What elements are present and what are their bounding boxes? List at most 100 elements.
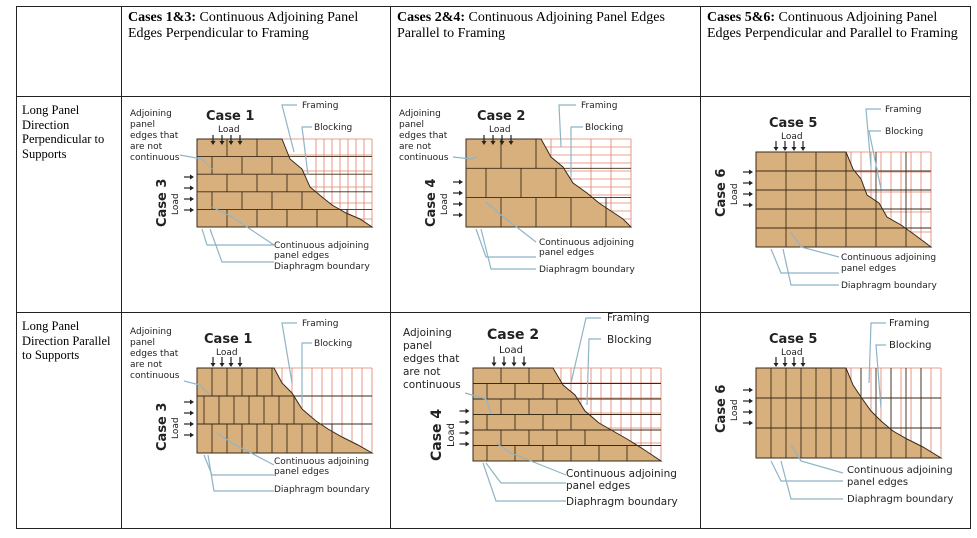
svg-text:edges that: edges that bbox=[130, 131, 179, 141]
sheathing-panels bbox=[196, 138, 374, 228]
svg-text:continuous: continuous bbox=[130, 371, 180, 381]
callout-lines bbox=[770, 108, 882, 286]
framing-label: Framing bbox=[885, 105, 921, 115]
svg-text:Adjoining: Adjoining bbox=[403, 327, 452, 339]
case-3-label: Case 3 bbox=[155, 179, 170, 227]
continuous-edges-label-2: panel edges bbox=[274, 251, 329, 261]
load-label-top: Load bbox=[499, 345, 523, 356]
case-2-label: Case 2 bbox=[487, 327, 539, 343]
row-label-parallel: Long Panel Direction Parallel to Support… bbox=[16, 312, 122, 529]
adjoining-label: Adjoining panel edges that are not conti… bbox=[130, 109, 180, 163]
cell-r1-cases-1-3: Adjoining panel edges that are not conti… bbox=[121, 96, 391, 313]
blocking-label: Blocking bbox=[314, 123, 352, 133]
row-label-perpendicular: Long Panel Direction Perpendicular to Su… bbox=[16, 96, 122, 313]
load-arrows-right bbox=[743, 387, 753, 426]
callout-lines bbox=[770, 322, 886, 500]
header-cases-5-6-title: Cases 5&6: bbox=[707, 10, 776, 25]
case-6-label: Case 6 bbox=[714, 385, 729, 433]
corner-cell bbox=[16, 6, 122, 97]
framing-label: Framing bbox=[581, 101, 617, 111]
framing-label: Framing bbox=[889, 318, 929, 329]
panel-joints bbox=[197, 139, 372, 227]
svg-text:edges that: edges that bbox=[130, 349, 179, 359]
diagram-case-2-4-parallel: Adjoining panel edges that are not conti… bbox=[403, 313, 678, 508]
boundary-label: Diaphragm boundary bbox=[566, 496, 678, 508]
panel-joints bbox=[466, 139, 631, 227]
cell-r2-cases-1-3: Adjoining panel edges that are not conti… bbox=[121, 312, 391, 529]
load-arrows-down bbox=[491, 356, 527, 367]
blocking-label: Blocking bbox=[607, 334, 652, 346]
framing-label: Framing bbox=[302, 319, 338, 329]
header-cases-2-4: Cases 2&4: Continuous Adjoining Panel Ed… bbox=[390, 6, 701, 97]
adjoining-label: Adjoining panel edges that are not conti… bbox=[399, 109, 449, 163]
diagram-case-2-4-perpendicular: Adjoining panel edges that are not conti… bbox=[399, 101, 635, 275]
boundary-label: Diaphragm boundary bbox=[841, 281, 937, 291]
cell-r1-cases-2-4: Adjoining panel edges that are not conti… bbox=[390, 96, 701, 313]
diagram-case-5-6-perpendicular: Case 5 Load Framing Blocking Case 6 Load… bbox=[714, 105, 937, 291]
svg-text:edges that: edges that bbox=[399, 131, 448, 141]
panel-joints bbox=[473, 368, 661, 461]
load-label-side: Load bbox=[730, 183, 740, 205]
load-arrows-right bbox=[459, 408, 470, 447]
case-4-label: Case 4 bbox=[429, 409, 445, 461]
continuous-edges-label-1: Continuous adjoining bbox=[841, 253, 936, 263]
header-row: Cases 1&3: Continuous Adjoining Panel Ed… bbox=[16, 6, 971, 97]
load-arrows-right bbox=[743, 169, 753, 208]
load-label-side: Load bbox=[171, 193, 181, 215]
header-cases-1-3-title: Cases 1&3: bbox=[128, 10, 197, 25]
header-cases-5-6-text: Continuous Adjoining Panel Edges Perpend… bbox=[707, 10, 958, 41]
callout-lines bbox=[183, 322, 312, 492]
svg-text:panel: panel bbox=[399, 120, 424, 130]
case-1-label: Case 1 bbox=[206, 109, 254, 124]
load-label-top: Load bbox=[781, 132, 803, 142]
svg-text:Adjoining: Adjoining bbox=[399, 109, 441, 119]
boundary-label: Diaphragm boundary bbox=[539, 265, 635, 275]
svg-text:panel: panel bbox=[130, 338, 155, 348]
blocking-label: Blocking bbox=[585, 123, 623, 133]
load-arrows-right bbox=[184, 399, 194, 438]
load-arrows-down bbox=[210, 357, 243, 367]
header-cases-1-3-text: Continuous Adjoining Panel Edges Perpend… bbox=[128, 10, 359, 41]
blocking-label: Blocking bbox=[889, 340, 932, 351]
svg-text:are not: are not bbox=[399, 142, 432, 152]
header-cases-1-3: Cases 1&3: Continuous Adjoining Panel Ed… bbox=[121, 6, 391, 97]
boundary-label: Diaphragm boundary bbox=[847, 494, 954, 505]
load-label-side: Load bbox=[171, 417, 181, 439]
cases-table: Cases 1&3: Continuous Adjoining Panel Ed… bbox=[16, 6, 971, 529]
svg-text:Adjoining: Adjoining bbox=[130, 327, 172, 337]
load-arrows-right bbox=[453, 179, 463, 218]
adjoining-label: Adjoining panel edges that are not conti… bbox=[130, 327, 180, 381]
boundary-label: Diaphragm boundary bbox=[274, 262, 370, 272]
continuous-edges-label-1: Continuous adjoining bbox=[566, 468, 677, 480]
continuous-edges-label-1: Continuous adjoining bbox=[274, 457, 369, 467]
load-arrows-down bbox=[773, 141, 806, 151]
framing-label: Framing bbox=[607, 313, 650, 324]
case-1-label: Case 1 bbox=[204, 332, 252, 347]
svg-text:Adjoining: Adjoining bbox=[130, 109, 172, 119]
panel-joints bbox=[756, 152, 931, 247]
svg-text:panel: panel bbox=[130, 120, 155, 130]
cell-r2-cases-5-6: Case 5 Load Framing Blocking Case 6 Load… bbox=[700, 312, 971, 529]
continuous-edges-label-2: panel edges bbox=[566, 480, 630, 492]
row-parallel: Long Panel Direction Parallel to Support… bbox=[16, 312, 971, 529]
load-label-side: Load bbox=[446, 423, 457, 447]
diagram-case-1-3-parallel: Adjoining panel edges that are not conti… bbox=[130, 319, 374, 495]
sheathing-panels bbox=[755, 151, 933, 248]
case-2-label: Case 2 bbox=[477, 109, 525, 124]
continuous-edges-label-1: Continuous adjoining bbox=[274, 241, 369, 251]
load-label-side: Load bbox=[730, 399, 740, 421]
framing-label: Framing bbox=[302, 101, 338, 111]
panel-joints bbox=[756, 368, 941, 458]
svg-text:are not: are not bbox=[130, 360, 163, 370]
continuous-edges-label-2: panel edges bbox=[841, 264, 896, 274]
row-perpendicular: Long Panel Direction Perpendicular to Su… bbox=[16, 96, 971, 313]
svg-text:are not: are not bbox=[403, 366, 441, 378]
case-3-label: Case 3 bbox=[155, 403, 170, 451]
case-5-label: Case 5 bbox=[769, 332, 817, 347]
load-label-top: Load bbox=[781, 348, 803, 358]
blocking-label: Blocking bbox=[885, 127, 923, 137]
cell-r2-cases-2-4: Adjoining panel edges that are not conti… bbox=[390, 312, 701, 529]
case-5-label: Case 5 bbox=[769, 116, 817, 131]
svg-text:panel: panel bbox=[403, 340, 432, 352]
load-label-top: Load bbox=[489, 125, 511, 135]
